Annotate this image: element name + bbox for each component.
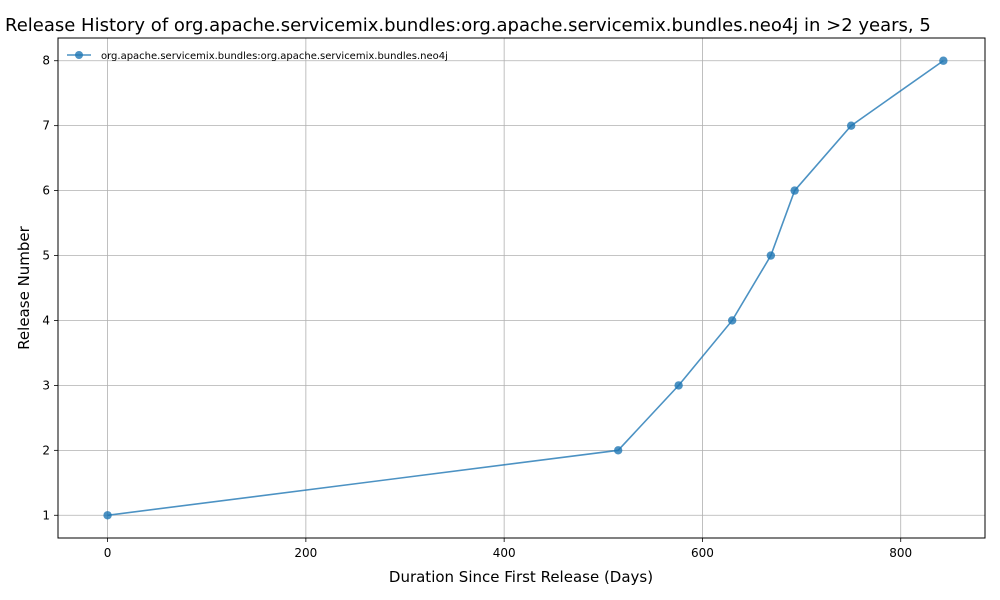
- x-tick-label: 400: [493, 546, 516, 560]
- x-tick-label: 600: [691, 546, 714, 560]
- chart-title: Release History of org.apache.servicemix…: [5, 15, 931, 36]
- y-tick-label: 2: [42, 443, 50, 457]
- x-tick-label: 0: [104, 546, 112, 560]
- y-tick-label: 1: [42, 508, 50, 522]
- data-point: [939, 56, 948, 65]
- data-point: [790, 186, 799, 195]
- y-tick-label: 8: [42, 54, 50, 68]
- y-tick-label: 7: [42, 119, 50, 133]
- legend-label: org.apache.servicemix.bundles:org.apache…: [101, 51, 448, 62]
- series-layer: [103, 56, 948, 520]
- y-tick-label: 3: [42, 378, 50, 392]
- data-point: [103, 511, 112, 520]
- axis-ticks: 0 200 400 600 800 1 2 3 4 5 6 7 8: [42, 54, 912, 560]
- plot-frame: [57, 37, 986, 539]
- y-tick-label: 5: [42, 249, 50, 263]
- legend: org.apache.servicemix.bundles:org.apache…: [67, 51, 448, 62]
- x-axis-label: Duration Since First Release (Days): [389, 568, 653, 586]
- data-point: [766, 251, 776, 260]
- data-point: [727, 316, 737, 325]
- legend-marker-swatch: [75, 51, 83, 59]
- y-tick-label: 6: [42, 184, 50, 198]
- y-tick-label: 4: [42, 313, 50, 327]
- data-point: [613, 446, 623, 455]
- data-point: [846, 121, 856, 130]
- x-tick-label: 800: [889, 546, 912, 560]
- x-tick-label: 200: [294, 546, 317, 560]
- grid-lines: [58, 38, 985, 538]
- data-point: [674, 381, 683, 390]
- y-axis-label: Release Number: [15, 225, 33, 349]
- series-line: [107, 60, 944, 517]
